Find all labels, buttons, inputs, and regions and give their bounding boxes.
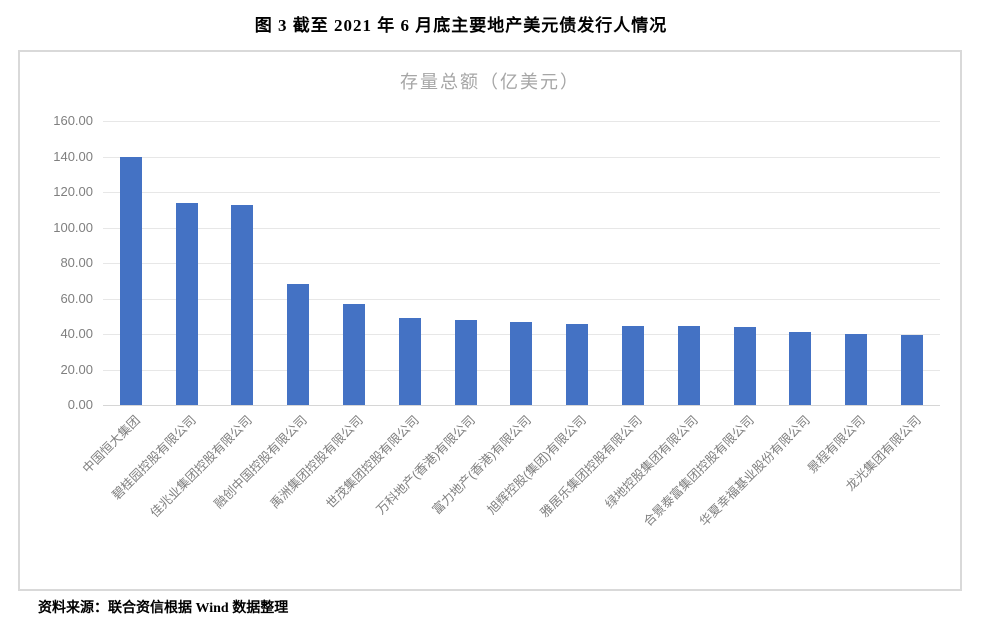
bar-slot <box>494 121 550 405</box>
bar-龙光集团有限公司 <box>901 334 924 405</box>
bar-雅居乐集团控股有限公司 <box>622 325 645 405</box>
bar-slot <box>773 121 829 405</box>
chart-frame: 存量总额（亿美元） 160.00 140.00 120.00 100.00 80.00 6… <box>18 50 962 591</box>
bar-融创中国控股有限公司 <box>287 284 310 405</box>
gridline-y160 <box>103 121 940 122</box>
gridline-y120 <box>103 192 940 193</box>
bar-华夏幸福基业股份有限公司 <box>789 332 812 405</box>
bar-series <box>103 121 940 405</box>
bar-合景泰富集团控股有限公司 <box>733 326 756 405</box>
y-axis-tick-label: 80.00 <box>60 255 93 270</box>
bar-slot <box>270 121 326 405</box>
y-axis-tick-label: 60.00 <box>60 290 93 306</box>
bar-slot <box>103 121 159 405</box>
bar-slot <box>382 121 438 405</box>
bar-富力地产(香港)有限公司 <box>510 321 533 405</box>
chart-title: 存量总额（亿美元） <box>400 72 580 92</box>
bar-slot <box>549 121 605 405</box>
y-axis-tick-label: 160.00 <box>53 113 93 128</box>
source-note: 资料来源：联合资信根据 Wind 数据整理 <box>38 601 289 616</box>
bar-slot <box>828 121 884 405</box>
bar-slot <box>717 121 773 405</box>
bar-slot <box>661 121 717 405</box>
bar-slot <box>884 121 940 405</box>
bar-万科地产(香港)有限公司 <box>454 319 477 405</box>
y-axis-tick-label: 20.00 <box>60 361 93 377</box>
y-axis-tick-label: 100.00 <box>53 219 93 235</box>
bar-碧桂园控股有限公司 <box>175 202 198 405</box>
bar-slot <box>605 121 661 405</box>
bar-中国恒大集团 <box>119 156 142 405</box>
y-axis-tick-label: 120.00 <box>53 184 93 199</box>
gridline-y80 <box>103 263 940 264</box>
bar-禹洲集团控股有限公司 <box>343 303 366 405</box>
bar-slot <box>438 121 494 405</box>
bar-slot <box>215 121 271 405</box>
figure-caption: 图 3 截至 2021 年 6 月底主要地产美元债发行人情况 <box>254 16 668 35</box>
bar-绿地控股集团有限公司 <box>677 325 700 405</box>
bar-世茂集团控股有限公司 <box>398 318 421 405</box>
bar-slot <box>326 121 382 405</box>
bar-slot <box>159 121 215 405</box>
gridline-y60 <box>103 298 940 300</box>
gridline-y0 <box>103 405 940 406</box>
gridline-y140 <box>103 156 940 158</box>
gridline-y100 <box>103 227 940 229</box>
y-axis-tick-label: 40.00 <box>60 326 93 341</box>
y-axis-tick-label: 0.00 <box>67 397 93 412</box>
bar-佳兆业集团控股有限公司 <box>231 205 254 405</box>
bar-旭辉控股(集团)有限公司 <box>566 324 589 405</box>
y-axis-tick-label: 140.00 <box>53 148 93 164</box>
bar-景程有限公司 <box>845 334 868 405</box>
